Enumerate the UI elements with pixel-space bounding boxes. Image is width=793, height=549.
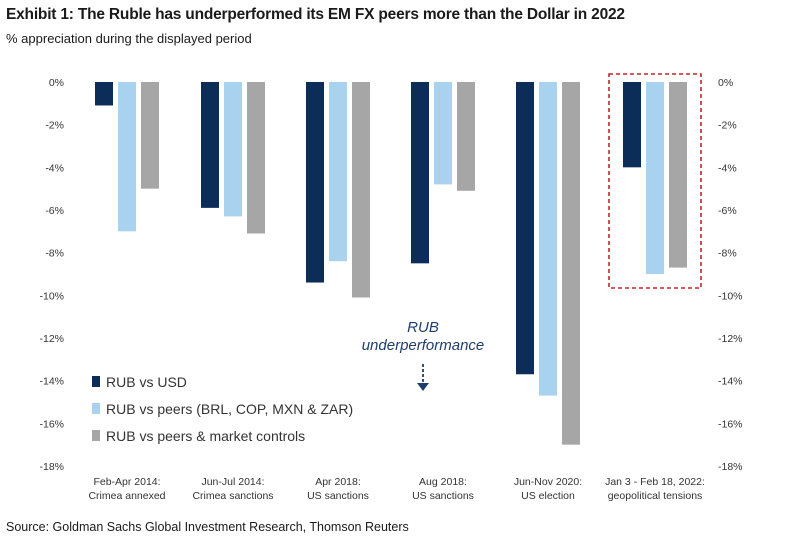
category-label: US election — [521, 490, 575, 502]
bar-series-1-cat-4 — [411, 82, 429, 264]
bar-series-2-cat-4 — [434, 82, 452, 185]
y-tick-label-right: 0% — [718, 77, 733, 89]
bar-series-2-cat-1 — [118, 82, 136, 232]
y-axis-right: 0% -2% -4% -6% -8% -10% -12% -14% -16% -18% — [718, 77, 743, 473]
legend-label: RUB vs peers & market controls — [106, 428, 305, 444]
highlight-box — [608, 73, 702, 289]
y-tick-label-left: -18% — [39, 461, 64, 473]
category-label: US sanctions — [412, 490, 474, 502]
source-note: Source: Goldman Sachs Global Investment … — [6, 520, 409, 534]
y-tick-label-left: -4% — [45, 162, 64, 174]
y-tick-label-right: -12% — [718, 333, 743, 345]
bar-series-1-cat-5 — [516, 82, 534, 375]
y-tick-label-right: -10% — [718, 290, 743, 302]
bar-series-2-cat-2 — [224, 82, 242, 217]
legend-swatch — [92, 430, 100, 441]
bar-series-3-cat-3 — [352, 82, 370, 298]
y-tick-label-left: 0% — [49, 77, 64, 89]
y-tick-label-left: -8% — [45, 248, 64, 260]
annotation-text: underperformance — [362, 337, 485, 354]
y-tick-label-right: -4% — [718, 162, 737, 174]
bar-series-3-cat-5 — [562, 82, 580, 445]
bar-series-1-cat-1 — [95, 82, 113, 106]
y-tick-label-left: -12% — [39, 333, 64, 345]
y-tick-label-right: -6% — [718, 205, 737, 217]
category-label: Apr 2018: — [315, 476, 361, 488]
legend-label: RUB vs peers (BRL, COP, MXN & ZAR) — [106, 401, 353, 417]
bar-series-1-cat-6 — [623, 82, 641, 168]
category-label: geopolitical tensions — [608, 490, 703, 502]
y-tick-label-left: -10% — [39, 290, 64, 302]
bar-series-3-cat-1 — [141, 82, 159, 189]
chart-title: Exhibit 1: The Ruble has underperformed … — [6, 6, 625, 23]
y-tick-label-right: -14% — [718, 376, 743, 388]
legend-swatch — [92, 376, 100, 387]
y-axis-left: 0% -2% -4% -6% -8% -10% -12% -14% -16% -18% — [39, 77, 64, 473]
y-tick-label-right: -16% — [718, 418, 743, 430]
bar-series-3-cat-4 — [457, 82, 475, 191]
bar-series-1-cat-3 — [306, 82, 324, 283]
category-label: Crimea sanctions — [192, 490, 273, 502]
bar-series-2-cat-3 — [329, 82, 347, 262]
annotation-arrow-head — [417, 383, 429, 391]
category-label: Crimea annexed — [88, 490, 165, 502]
chart-subtitle: % appreciation during the displayed peri… — [6, 31, 252, 46]
y-tick-label-left: -6% — [45, 205, 64, 217]
bar-series-3-cat-2 — [247, 82, 265, 234]
category-label: Jun-Nov 2020: — [514, 476, 582, 488]
y-tick-label-right: -8% — [718, 248, 737, 260]
bars-layer — [95, 82, 687, 445]
legend-swatch — [92, 403, 100, 414]
y-tick-label-left: -16% — [39, 418, 64, 430]
y-tick-label-right: -18% — [718, 461, 743, 473]
legend: RUB vs USD RUB vs peers (BRL, COP, MXN & … — [92, 374, 353, 444]
bar-series-1-cat-2 — [201, 82, 219, 208]
legend-label: RUB vs USD — [106, 374, 187, 390]
y-tick-label-left: -2% — [45, 120, 64, 132]
x-axis-categories: Feb-Apr 2014: Crimea annexed Jun-Jul 2014:… — [88, 476, 704, 502]
bar-series-2-cat-6 — [646, 82, 664, 274]
annotation-text: RUB — [407, 319, 439, 336]
category-label: Aug 2018: — [419, 476, 467, 488]
y-tick-label-right: -2% — [718, 120, 737, 132]
highlight-layer — [608, 73, 702, 289]
category-label: US sanctions — [307, 490, 369, 502]
category-label: Jan 3 - Feb 18, 2022: — [605, 476, 705, 488]
category-label: Feb-Apr 2014: — [93, 476, 160, 488]
bar-series-2-cat-5 — [539, 82, 557, 396]
y-tick-label-left: -14% — [39, 376, 64, 388]
bar-series-3-cat-6 — [669, 82, 687, 268]
category-label: Jun-Jul 2014: — [201, 476, 264, 488]
